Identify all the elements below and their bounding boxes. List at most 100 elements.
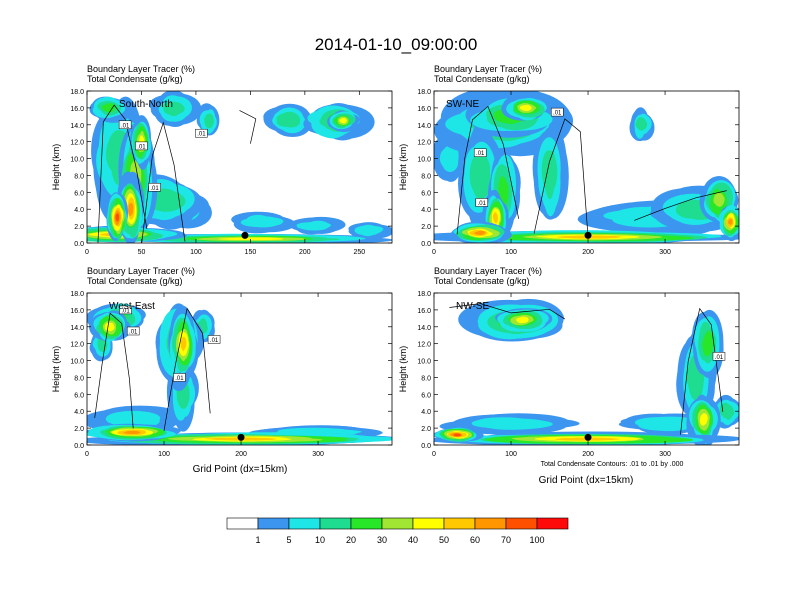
- y-tick-label: 2.0: [74, 426, 84, 433]
- condensate-contour: [94, 312, 134, 429]
- colorbar-swatch: [288, 517, 321, 530]
- location-marker: [584, 231, 592, 239]
- colorbar-label: 20: [346, 535, 356, 545]
- section-label-west-east: West-East: [109, 301, 155, 312]
- contour-label: .01: [175, 376, 184, 382]
- colorbar-swatch: [412, 517, 445, 530]
- main-title: 2014-01-10_09:00:00: [315, 35, 478, 54]
- panel-subtitle-condensate-south-north: Total Condensate (g/kg): [87, 74, 183, 84]
- contour-note: Total Condensate Contours: .01 to .01 by…: [541, 461, 684, 468]
- y-axis-label-south-north: Height (km): [51, 144, 61, 191]
- tracer-cell: [283, 116, 296, 128]
- y-tick-label: 0.0: [421, 443, 431, 450]
- tracer-cell: [104, 104, 112, 112]
- contour-label-box: [207, 335, 221, 344]
- tracer-cell: [442, 150, 456, 171]
- y-axis-label-nw-se: Height (km): [398, 346, 408, 393]
- contour-label: .01: [197, 132, 206, 138]
- tracer-cell: [340, 117, 347, 123]
- y-tick-label: 0.0: [74, 443, 84, 450]
- contour-label-box: [118, 120, 132, 130]
- contour-label-box: [195, 128, 208, 138]
- condensate-contour: [239, 110, 257, 144]
- x-tick-label: 300: [659, 249, 671, 256]
- tracer-cell: [297, 223, 329, 230]
- x-tick-label: 200: [235, 451, 247, 458]
- y-tick-label: 14.0: [417, 123, 431, 130]
- colorbar: 1 5 10 20 30 40 50 60 70 100: [226, 517, 569, 545]
- tracer-cell: [356, 226, 379, 234]
- x-tick-label: 200: [299, 249, 311, 256]
- y-tick-label: 16.0: [417, 308, 431, 315]
- tracer-cell: [494, 214, 498, 222]
- y-tick-label: 12.0: [70, 140, 84, 147]
- tracer-cell: [639, 121, 646, 131]
- x-tick-label: 150: [245, 249, 257, 256]
- colorbar-label: 70: [501, 535, 511, 545]
- tracer-cell: [715, 195, 724, 207]
- y-tick-label: 4.0: [421, 207, 431, 214]
- contour-label: .01: [715, 355, 724, 361]
- colorbar-label: 40: [408, 535, 418, 545]
- tracer-cell: [720, 406, 733, 419]
- colorbar-label: 10: [315, 535, 325, 545]
- panel-subtitle-tracer-west-east: Boundary Layer Tracer (%): [87, 266, 195, 276]
- y-tick-label: 6.0: [74, 392, 84, 399]
- colorbar-swatch: [350, 517, 383, 530]
- contour-label: .01: [150, 186, 159, 192]
- tracer-field-nw-se: .01: [434, 298, 739, 445]
- x-tick-label: 50: [138, 249, 146, 256]
- y-tick-label: 16.0: [70, 308, 84, 315]
- x-tick-label: 200: [582, 249, 594, 256]
- y-tick-label: 18.0: [70, 89, 84, 96]
- plot-frame: [433, 90, 740, 244]
- contour-label-box: [126, 326, 140, 336]
- y-tick-label: 18.0: [417, 291, 431, 298]
- tracer-cell: [729, 219, 732, 224]
- colorbar-swatch: [536, 517, 569, 530]
- contour-label-box: [475, 198, 489, 207]
- y-tick-label: 2.0: [421, 224, 431, 231]
- contour-label: .01: [210, 338, 219, 344]
- panel-subtitle-condensate-nw-se: Total Condensate (g/kg): [434, 276, 530, 286]
- y-tick-label: 8.0: [74, 173, 84, 180]
- y-tick-label: 4.0: [74, 409, 84, 416]
- y-axis-label-sw-ne: Height (km): [398, 144, 408, 191]
- plot-frame: [433, 292, 740, 446]
- colorbar-label: 5: [286, 535, 291, 545]
- tracer-cell: [702, 334, 713, 356]
- location-marker: [241, 231, 249, 239]
- panel-subtitle-tracer-sw-ne: Boundary Layer Tracer (%): [434, 64, 542, 74]
- y-tick-label: 12.0: [70, 342, 84, 349]
- tracer-field-sw-ne: .01 .01 .01: [434, 91, 739, 243]
- x-tick-label: 300: [659, 451, 671, 458]
- condensate-contour: [163, 307, 211, 431]
- contour-label: .01: [137, 144, 146, 150]
- section-label-sw-ne: SW-NE: [446, 99, 479, 110]
- tracer-cell: [129, 206, 134, 215]
- section-label-south-north: South-North: [119, 99, 173, 110]
- contour-label-box: [135, 141, 148, 151]
- panel-nw-se: Boundary Layer Tracer (%)Total Condensat…: [398, 266, 740, 458]
- x-tick-label: 0: [85, 451, 89, 458]
- tracer-cell: [116, 214, 119, 222]
- colorbar-swatch: [474, 517, 507, 530]
- x-tick-label: 100: [505, 249, 517, 256]
- tracer-field-south-north: .01 .01 .01 .01: [87, 91, 392, 243]
- y-tick-label: 4.0: [421, 409, 431, 416]
- y-tick-label: 18.0: [417, 89, 431, 96]
- condensate-contour: [97, 104, 148, 243]
- contour-label-box: [119, 305, 132, 315]
- y-tick-label: 6.0: [421, 190, 431, 197]
- tracer-cell: [700, 416, 707, 425]
- colorbar-swatch: [505, 517, 538, 530]
- y-tick-label: 14.0: [70, 325, 84, 332]
- y-axis-label-west-east: Height (km): [51, 346, 61, 393]
- x-axis-label-west-east: Grid Point (dx=15km): [193, 464, 288, 475]
- colorbar-label: 1: [255, 535, 260, 545]
- colorbar-swatch: [226, 517, 259, 530]
- x-tick-label: 200: [582, 451, 594, 458]
- tracer-cell: [474, 231, 486, 235]
- contour-label: .01: [476, 151, 485, 157]
